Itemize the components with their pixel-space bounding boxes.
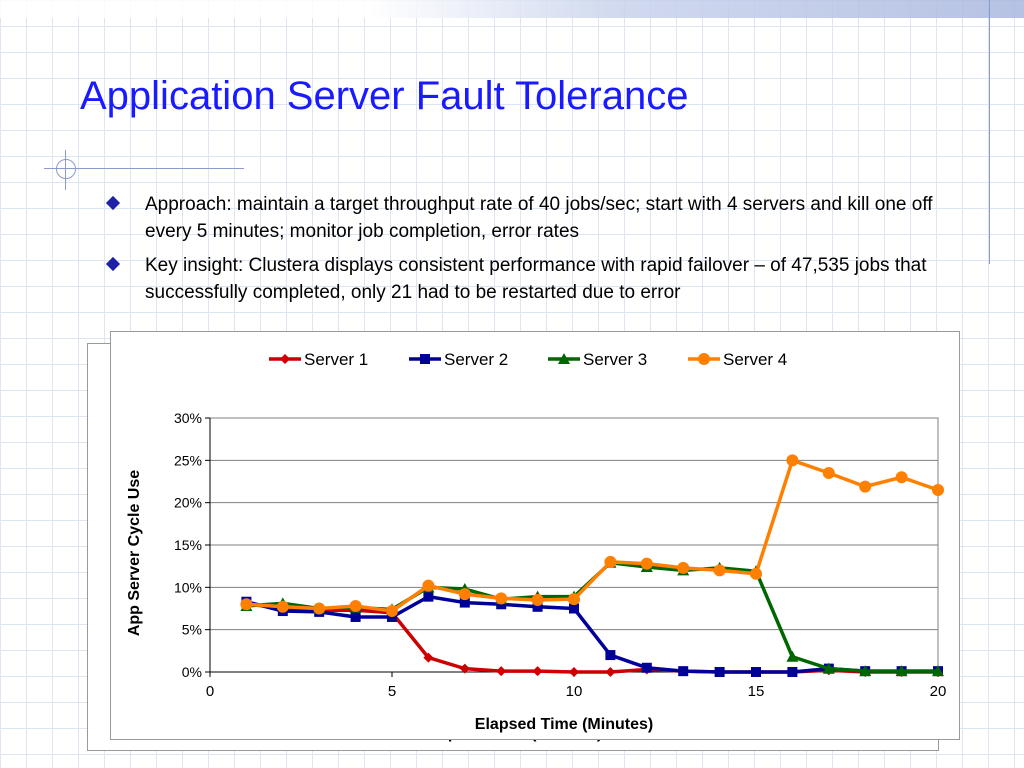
data-point bbox=[750, 567, 762, 580]
data-point bbox=[496, 666, 507, 677]
bullet-text: Key insight: Clustera displays consisten… bbox=[145, 255, 927, 303]
line-chart: 0% 5% 10% 15% 20% 25% 30% 0 5 10 15 20 Elapsed Time … bbox=[126, 350, 947, 733]
x-tick-label: 10 bbox=[566, 683, 583, 700]
x-tick-label: 15 bbox=[748, 683, 765, 700]
diamond-bullet-icon bbox=[105, 256, 121, 272]
series-line bbox=[246, 458, 939, 613]
data-point bbox=[895, 471, 908, 484]
data-point bbox=[276, 600, 289, 613]
data-point bbox=[423, 591, 434, 602]
y-tick-label: 0% bbox=[182, 664, 202, 680]
diamond-bullet-icon bbox=[105, 195, 121, 211]
data-point bbox=[713, 564, 726, 577]
data-point bbox=[641, 662, 652, 673]
data-point bbox=[240, 598, 253, 611]
data-point bbox=[459, 663, 470, 674]
legend-label: Server 2 bbox=[444, 350, 508, 369]
data-point bbox=[422, 579, 435, 592]
legend: Server 1 Server 2 Server 3 Server 4 bbox=[269, 350, 787, 369]
data-point bbox=[423, 652, 434, 663]
chart-frame: 0% 5% 10% 15% 20% 25% 30% 0 5 10 15 20 Elapsed Time … bbox=[110, 331, 960, 740]
data-point bbox=[895, 665, 908, 677]
data-point bbox=[786, 454, 799, 467]
y-axis-title: App Server Cycle Use bbox=[126, 470, 143, 636]
decorative-circle bbox=[56, 159, 76, 179]
y-tick-label: 5% bbox=[182, 622, 202, 638]
legend-item: Server 3 bbox=[548, 350, 647, 369]
legend-marker bbox=[698, 353, 710, 365]
legend-label: Server 1 bbox=[304, 350, 368, 369]
data-point bbox=[822, 467, 835, 480]
data-point bbox=[859, 665, 872, 677]
data-point bbox=[605, 650, 616, 661]
data-point bbox=[678, 666, 689, 677]
legend-label: Server 4 bbox=[723, 350, 787, 369]
data-point bbox=[349, 599, 362, 612]
data-point bbox=[932, 483, 944, 496]
legend-item: Server 1 bbox=[269, 350, 368, 369]
legend-marker bbox=[558, 353, 570, 364]
data-point bbox=[786, 650, 799, 662]
legend-marker bbox=[280, 354, 290, 364]
data-point bbox=[458, 588, 471, 601]
data-point bbox=[569, 667, 579, 677]
legend-item: Server 2 bbox=[409, 350, 508, 369]
decorative-left-line bbox=[44, 168, 244, 169]
data-point bbox=[787, 667, 798, 677]
y-tick-label: 25% bbox=[174, 452, 202, 468]
x-tick-label: 5 bbox=[388, 683, 396, 700]
series-line bbox=[245, 594, 938, 674]
data-point bbox=[495, 592, 508, 605]
data-point bbox=[568, 593, 580, 606]
data-point bbox=[531, 594, 544, 607]
y-tick-label: 10% bbox=[174, 579, 202, 595]
x-axis-title: Elapsed Time (Minutes) bbox=[475, 716, 653, 733]
y-tick-label: 30% bbox=[174, 410, 202, 426]
data-point bbox=[677, 561, 690, 574]
data-point bbox=[640, 557, 653, 570]
data-point bbox=[532, 601, 543, 612]
legend-marker bbox=[420, 354, 430, 364]
legend-item: Server 4 bbox=[688, 350, 787, 369]
data-point bbox=[350, 611, 361, 622]
x-tick-label: 20 bbox=[930, 683, 947, 700]
slide-title: Application Server Fault Tolerance bbox=[80, 74, 689, 118]
data-point bbox=[751, 667, 761, 677]
decorative-right-line bbox=[989, 0, 990, 264]
data-point bbox=[386, 605, 398, 618]
y-tick-label: 20% bbox=[174, 495, 202, 511]
data-point bbox=[459, 597, 470, 608]
data-point bbox=[605, 667, 616, 677]
bullet-text: Approach: maintain a target throughput r… bbox=[145, 194, 933, 242]
data-point bbox=[822, 662, 835, 674]
data-point bbox=[569, 603, 579, 614]
y-tick-label: 15% bbox=[174, 537, 202, 553]
data-point bbox=[604, 555, 617, 568]
data-point bbox=[714, 667, 725, 677]
data-point bbox=[532, 666, 543, 677]
data-point bbox=[313, 602, 326, 615]
series-4 bbox=[240, 454, 944, 618]
decorative-top-band bbox=[0, 0, 1024, 18]
x-tick-label: 0 bbox=[206, 683, 214, 700]
data-point bbox=[859, 480, 872, 493]
data-point bbox=[932, 665, 944, 677]
legend-label: Server 3 bbox=[583, 350, 647, 369]
